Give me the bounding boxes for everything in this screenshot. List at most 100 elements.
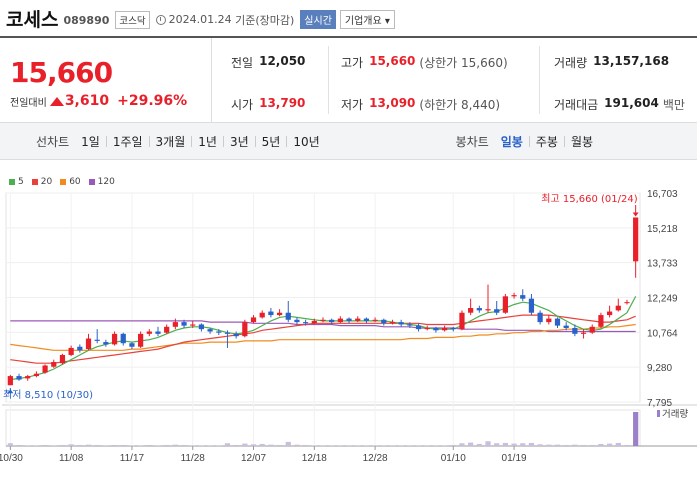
candle-body (268, 311, 274, 316)
volume-bar (68, 444, 74, 446)
candle-body (68, 347, 74, 355)
legend-ma120-label: 120 (97, 177, 115, 187)
range-1d[interactable]: 1일 (81, 134, 100, 149)
tab-weekly[interactable]: 주봉 (535, 134, 558, 149)
candle-body (51, 361, 57, 367)
legend-ma20[interactable]: 20 (31, 177, 52, 187)
legend-ma60[interactable]: 60 (60, 177, 81, 187)
volume-bar (276, 444, 283, 446)
candle-body (580, 332, 587, 334)
range-1y[interactable]: 1년 (198, 134, 217, 149)
change-row: 전일대비 3,610 +29.96% (10, 93, 187, 109)
volume-bar (25, 445, 31, 446)
volume-bar (337, 445, 343, 446)
stat-volume-value: 13,157,168 (593, 54, 670, 68)
volume-label: 거래량 (662, 408, 688, 420)
volume-bar (363, 445, 370, 446)
volume-bar (476, 443, 482, 446)
candle-chart-label[interactable]: 봉차트 (455, 134, 489, 149)
candle-body (16, 376, 22, 380)
volume-bar (329, 445, 335, 446)
stock-code: 089890 (63, 13, 110, 27)
candle-body (216, 331, 222, 333)
y-tick-label: 9,280 (647, 363, 672, 374)
range-5y[interactable]: 5년 (261, 134, 281, 149)
line-chart-label[interactable]: 선차트 (36, 134, 70, 149)
candle-body (450, 327, 456, 330)
realtime-button[interactable]: 실시간 (300, 10, 336, 29)
volume-bar (355, 445, 361, 446)
stat-amount: 거래대금 191,604 백만 (554, 96, 685, 113)
x-tick-label: 11/28 (181, 453, 206, 464)
range-3y[interactable]: 3년 (229, 134, 249, 149)
current-price: 15,660 (10, 56, 113, 89)
toolbar-separator (254, 135, 256, 147)
toolbar-separator (105, 135, 107, 147)
candle-body (355, 318, 361, 321)
x-tick-label: 12/28 (363, 453, 388, 464)
candle-body (155, 331, 161, 334)
x-tick-label: 01/19 (502, 453, 527, 464)
volume-bar (224, 443, 231, 446)
candle-body (485, 309, 491, 311)
toolbar-separator (222, 135, 224, 147)
candle-body (546, 318, 552, 323)
candle-chart[interactable]: 16,703 15,218 13,733 12,249 10,764 9,280 7,795… (0, 185, 697, 481)
stat-low: 저가 13,090 (하한가 8,440) (341, 96, 500, 113)
company-info-dropdown[interactable]: 기업개요 ▾ (339, 10, 395, 29)
volume-bar (441, 445, 448, 446)
volume-bar (580, 444, 587, 446)
candle-body (7, 376, 13, 386)
candle-body (164, 326, 170, 333)
price-panel: 15,660 전일대비 3,610 +29.96% (0, 38, 212, 122)
clock-icon (155, 14, 166, 25)
candle-body (190, 324, 196, 326)
range-10y[interactable]: 10년 (293, 134, 320, 149)
toolbar-separator (286, 135, 288, 147)
volume-bar (633, 412, 639, 446)
tab-monthly[interactable]: 월봉 (570, 134, 594, 149)
stat-low-sub: (하한가 8,440) (419, 98, 501, 112)
date-text: 2024.01.24 (168, 13, 232, 26)
candle-body (441, 327, 448, 331)
tab-daily[interactable]: 일봉 (500, 134, 523, 149)
stat-high-sub: (상한가 15,660) (419, 56, 508, 70)
candle-body (138, 333, 144, 347)
candle-body (259, 312, 265, 318)
basis-text: 기준(장마감) (235, 13, 295, 27)
toolbar-separator (191, 135, 193, 147)
candle-body (337, 318, 343, 323)
volume-bar (59, 444, 66, 446)
high-arrow-icon (632, 212, 639, 217)
candle-body (476, 308, 482, 311)
volume-bar (468, 442, 474, 446)
stat-amount-label: 거래대금 (554, 98, 599, 112)
stat-prev-label: 전일 (231, 56, 254, 70)
candle-body (494, 309, 500, 313)
chart-toolbar: 선차트 1일 1주일 3개월 1년 3년 5년 10년 봉차트 일봉 주봉 월봉 (0, 122, 697, 160)
y-tick-label: 7,795 (647, 398, 672, 409)
volume-bar (181, 444, 187, 446)
candle-body (520, 295, 526, 299)
range-1w[interactable]: 1주일 (112, 134, 143, 149)
legend-ma5[interactable]: 5 (9, 177, 24, 187)
range-3m[interactable]: 3개월 (155, 134, 186, 149)
volume-bar (624, 444, 630, 446)
volume-bar (554, 444, 561, 446)
stock-header: 코세스 089890 코스닥 2024.01.24 기준(장마감) 실시간 기업… (0, 0, 697, 36)
candle-body (468, 308, 474, 313)
volume-bar (372, 445, 378, 446)
volume-bar (572, 444, 578, 446)
stat-volume: 거래량 13,157,168 (554, 54, 669, 71)
legend-ma120[interactable]: 120 (88, 177, 115, 187)
candle-body (59, 354, 66, 364)
candle-body (624, 302, 630, 304)
candle-body (320, 319, 326, 321)
legend-swatch (88, 179, 95, 185)
volume-bar (146, 444, 152, 446)
candle-body (528, 298, 535, 313)
volume-bar (511, 443, 517, 446)
volume-bar (450, 444, 456, 446)
candle-body (285, 312, 291, 320)
up-arrow-icon (49, 96, 64, 106)
